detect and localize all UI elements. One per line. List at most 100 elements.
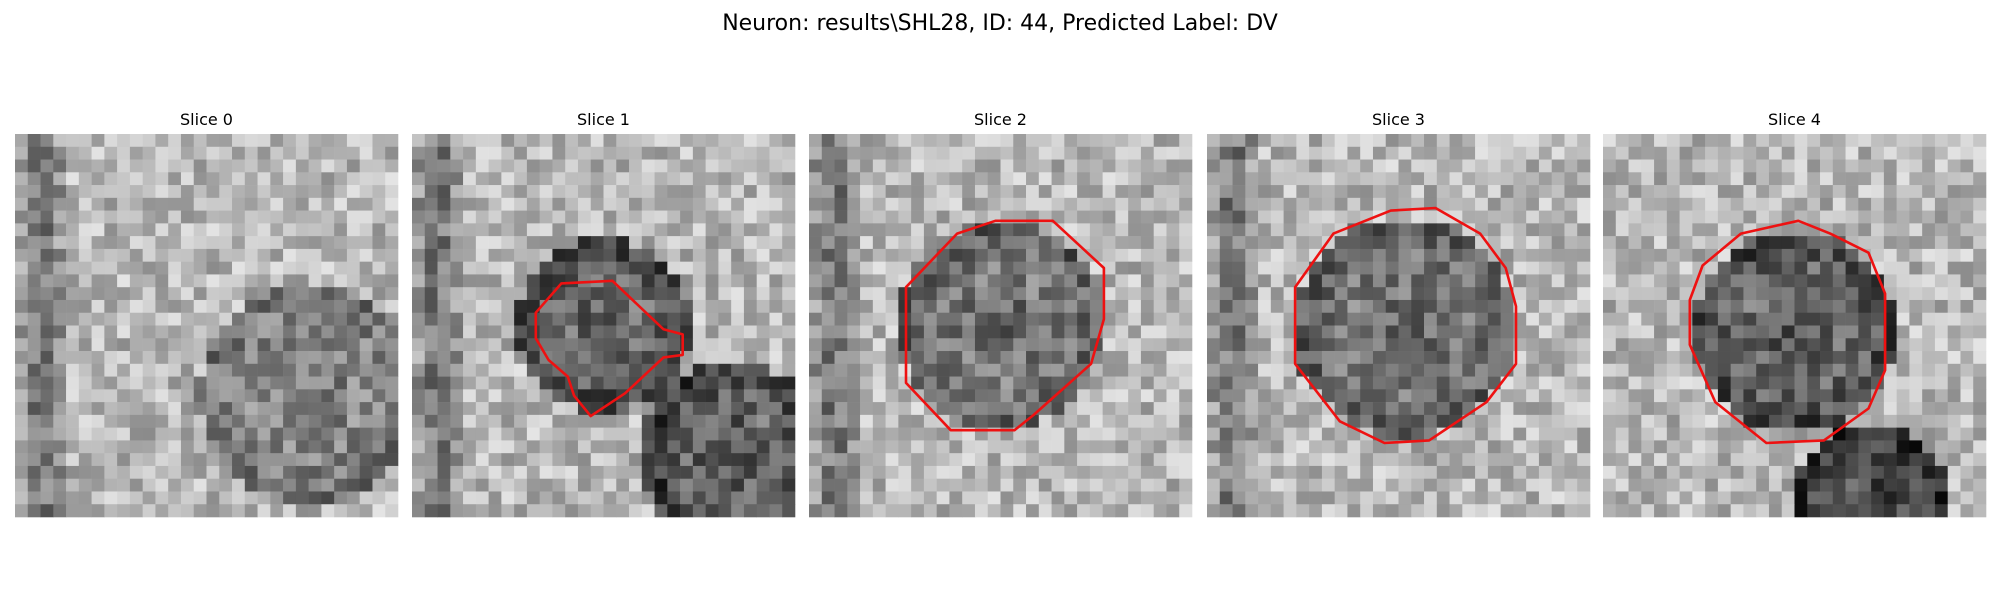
pixel <box>809 159 823 173</box>
pixel <box>488 453 502 467</box>
pixel <box>654 402 668 416</box>
pixel <box>1360 274 1374 288</box>
pixel <box>117 453 131 467</box>
pixel <box>308 223 322 237</box>
pixel <box>1615 146 1629 160</box>
pixel <box>923 338 937 352</box>
pixel <box>1615 453 1629 467</box>
pixel <box>1245 274 1259 288</box>
pixel <box>962 134 976 148</box>
pixel <box>1615 159 1629 173</box>
pixel <box>667 465 681 479</box>
pixel <box>334 440 348 454</box>
pixel <box>552 159 566 173</box>
pixel <box>1128 236 1142 250</box>
pixel <box>501 414 515 428</box>
pixel <box>552 210 566 224</box>
pixel <box>629 287 643 301</box>
pixel <box>1064 338 1078 352</box>
pixel <box>1883 223 1897 237</box>
pixel <box>193 414 207 428</box>
pixel <box>769 402 783 416</box>
pixel <box>1232 363 1246 377</box>
pixel <box>40 312 54 326</box>
pixel <box>1166 287 1180 301</box>
pixel <box>1896 376 1910 390</box>
pixel <box>53 491 67 505</box>
pixel <box>1500 325 1514 339</box>
pixel <box>1436 197 1450 211</box>
pixel <box>1794 236 1808 250</box>
pixel <box>501 389 515 403</box>
pixel <box>53 453 67 467</box>
pixel <box>1038 261 1052 275</box>
pixel <box>1500 351 1514 365</box>
pixel <box>91 414 105 428</box>
pixel <box>539 427 553 441</box>
pixel <box>1334 248 1348 262</box>
pixel <box>91 325 105 339</box>
pixel <box>308 325 322 339</box>
pixel <box>1845 287 1859 301</box>
pixel <box>809 478 823 492</box>
pixel <box>142 287 156 301</box>
pixel <box>987 453 1001 467</box>
pixel <box>552 261 566 275</box>
pixel <box>565 427 579 441</box>
pixel <box>1756 248 1770 262</box>
pixel <box>1820 465 1834 479</box>
pixel <box>949 338 963 352</box>
pixel <box>1000 236 1014 250</box>
pixel <box>1628 299 1642 314</box>
pixel <box>898 159 912 173</box>
pixel <box>1692 287 1706 301</box>
pixel <box>1768 338 1783 352</box>
pixel <box>1475 465 1489 479</box>
pixel <box>321 376 335 390</box>
pixel <box>1832 172 1846 186</box>
pixel <box>283 236 297 250</box>
pixel <box>372 338 386 352</box>
pixel <box>463 134 477 148</box>
pixel <box>1013 351 1027 365</box>
pixel <box>539 146 553 160</box>
pixel <box>1679 363 1693 377</box>
pixel <box>962 146 976 160</box>
pixel <box>1577 478 1591 492</box>
pixel <box>1820 440 1834 454</box>
pixel <box>1705 185 1719 199</box>
pixel <box>1538 363 1552 377</box>
pixel <box>821 351 835 365</box>
pixel <box>1283 159 1297 173</box>
pixel <box>257 478 271 492</box>
pixel <box>565 159 579 173</box>
pixel <box>1207 299 1221 314</box>
pixel <box>270 159 284 173</box>
pixel <box>1526 389 1540 403</box>
pixel <box>552 248 566 262</box>
pixel <box>1679 491 1693 505</box>
pixel <box>731 287 745 301</box>
pixel <box>1564 376 1578 390</box>
pixel <box>1089 453 1103 467</box>
pixel <box>705 453 719 467</box>
pixel <box>898 478 912 492</box>
pixel <box>1705 274 1719 288</box>
pixel <box>1347 363 1361 377</box>
pixel <box>1077 146 1091 160</box>
pixel <box>1679 402 1693 416</box>
pixel <box>1526 325 1540 339</box>
pixel <box>552 414 566 428</box>
pixel <box>40 185 54 199</box>
pixel <box>885 287 899 301</box>
pixel <box>53 312 67 326</box>
pixel <box>1922 185 1936 199</box>
pixel <box>1424 402 1438 416</box>
pixel <box>1360 261 1374 275</box>
pixel <box>1781 172 1795 186</box>
pixel <box>629 299 643 314</box>
pixel <box>692 261 706 275</box>
pixel <box>1577 146 1591 160</box>
pixel <box>346 159 360 173</box>
pixel <box>590 363 604 377</box>
